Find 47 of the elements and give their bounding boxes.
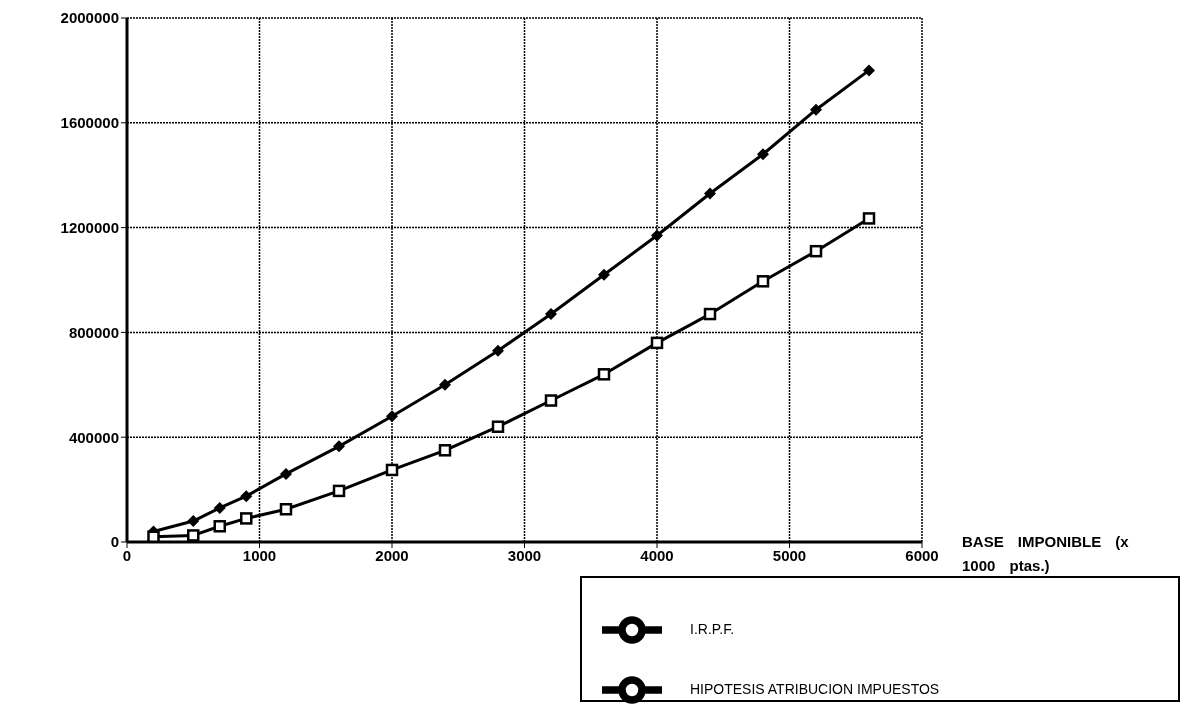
- x-tick-label: 3000: [507, 546, 542, 564]
- x-tick-label: 5000: [772, 546, 807, 564]
- point: [439, 378, 451, 391]
- point: [703, 307, 717, 321]
- x-axis-title: BASE IMPONIBLE (x 1000 ptas.): [962, 532, 1130, 576]
- y-tick-label: 400000: [68, 428, 119, 446]
- point: [598, 268, 610, 281]
- legend-label: HIPOTESIS ATRIBUCION IMPUESTOS: [690, 681, 940, 698]
- point: [704, 187, 716, 200]
- point: [386, 410, 398, 423]
- point: [545, 308, 557, 321]
- x-tick-label: 1000: [242, 546, 277, 564]
- y-tick-label: 0: [110, 533, 119, 551]
- y-tick-label: 2000000: [60, 9, 119, 27]
- point: [863, 64, 875, 77]
- y-tick-label: 1200000: [60, 218, 119, 236]
- point: [213, 501, 226, 514]
- legend-label: I.R.P.F.: [690, 621, 735, 638]
- point: [332, 484, 346, 498]
- x-tick-label: 4000: [640, 546, 674, 564]
- point: [333, 440, 345, 453]
- point: [756, 275, 770, 288]
- point: [810, 103, 822, 116]
- point: [438, 444, 452, 457]
- point: [650, 336, 664, 350]
- x-tick-label: 2000: [375, 546, 409, 564]
- point: [213, 520, 226, 533]
- point: [491, 420, 505, 433]
- point: [492, 344, 504, 357]
- x-tick-label: 0: [122, 546, 132, 564]
- point: [597, 368, 611, 381]
- y-tick-label: 1600000: [60, 114, 119, 132]
- y-tick-label: 800000: [68, 323, 119, 341]
- point: [280, 467, 292, 480]
- x-tick-label: 6000: [905, 546, 939, 564]
- point: [544, 394, 558, 407]
- point: [862, 212, 876, 225]
- point: [279, 503, 293, 516]
- point: [240, 490, 253, 503]
- point: [187, 515, 200, 528]
- point: [240, 512, 253, 525]
- point: [809, 244, 823, 258]
- point: [757, 148, 769, 161]
- point: [147, 530, 160, 542]
- point: [187, 529, 200, 542]
- point: [385, 463, 399, 477]
- point: [651, 229, 663, 242]
